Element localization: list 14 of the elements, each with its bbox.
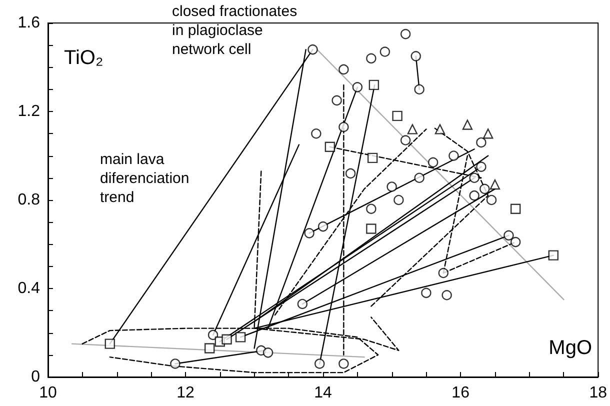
x-axis-title: MgO xyxy=(548,337,592,359)
x-tick-label: 10 xyxy=(39,384,57,402)
annotation: closed fractionates in plagioclase network cell xyxy=(172,3,298,58)
y-tick-label: 0.8 xyxy=(18,192,40,208)
y-tick-label: 1.2 xyxy=(18,103,40,120)
y-axis-title: TiO₂ xyxy=(64,47,104,69)
x-tick-label: 14 xyxy=(314,384,332,402)
annotation: main lava diferenciation trend xyxy=(100,151,190,206)
y-tick-label: 0.4 xyxy=(18,280,40,297)
y-tick-label: 1.6 xyxy=(18,14,40,32)
x-tick-label: 16 xyxy=(452,384,470,402)
x-tick-label: 18 xyxy=(589,384,608,402)
x-tick-label: 12 xyxy=(176,384,195,402)
y-tick-label: 0 xyxy=(31,368,40,386)
